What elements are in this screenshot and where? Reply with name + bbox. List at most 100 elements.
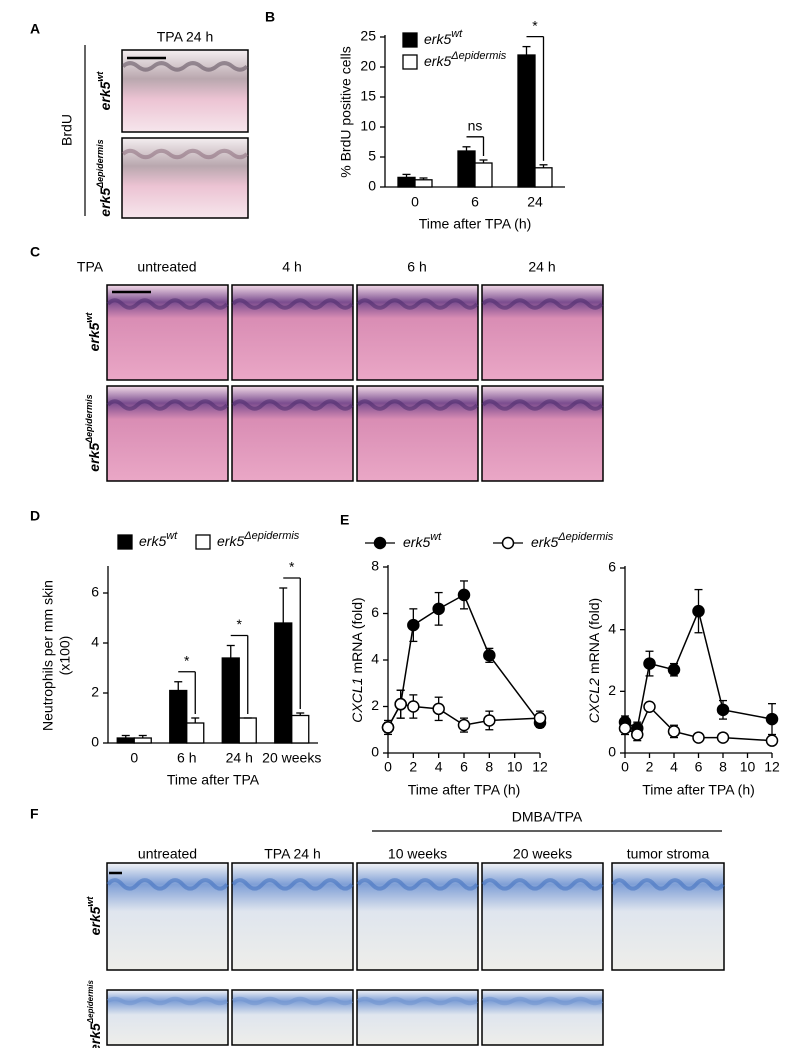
- point: [457, 718, 471, 732]
- tissue-layer: [356, 996, 479, 1006]
- x-tick-label: 0: [130, 750, 138, 766]
- y-tick-label: 15: [360, 88, 376, 104]
- micrograph: [106, 385, 229, 482]
- bar: [221, 657, 240, 744]
- point: [432, 602, 445, 616]
- micrograph: [356, 284, 479, 381]
- genotype-superscript: Δepidermis: [557, 531, 614, 543]
- genotype-name: erk5: [87, 906, 103, 935]
- bar: [534, 167, 553, 188]
- point: [381, 721, 395, 734]
- legend-swatch: [195, 534, 211, 550]
- genotype-label: erk5Δepidermis: [84, 394, 102, 471]
- genotype-label: erk5wt: [95, 71, 113, 111]
- y-tick-label: 6: [608, 559, 616, 575]
- genotype-superscript: wt: [166, 530, 178, 542]
- x-axis-label: Time after TPA (h): [642, 782, 755, 798]
- x-tick-label: 24: [527, 194, 543, 210]
- significance-label: *: [532, 17, 538, 33]
- stain-label: BrdU: [59, 114, 75, 146]
- column-header: 24 h: [528, 259, 555, 275]
- significance-label: *: [289, 559, 295, 575]
- tissue-layer: [121, 61, 249, 72]
- tissue-layer: [611, 878, 725, 891]
- genotype-superscript: Δepidermis: [86, 979, 95, 1024]
- genotype-name: erk5: [403, 534, 430, 550]
- genotype-superscript: wt: [430, 531, 442, 543]
- genotype-label: erk5Δepidermis: [424, 50, 507, 69]
- genotype-label: erk5Δepidermis: [531, 531, 614, 550]
- point: [716, 703, 730, 717]
- y-axis-label: % BrdU positive cells: [338, 46, 354, 178]
- panel-label: B: [265, 9, 275, 25]
- x-axis-label: Time after TPA (h): [408, 782, 521, 798]
- column-header: 4 h: [282, 259, 301, 275]
- bar: [291, 714, 310, 744]
- genotype-name: erk5: [424, 31, 451, 47]
- genotype-name: erk5: [97, 81, 113, 110]
- genotype-label: erk5wt: [139, 530, 178, 549]
- micrograph: [356, 385, 479, 482]
- genotype-name: erk5: [217, 533, 244, 549]
- tissue-layer: [106, 996, 229, 1006]
- micrograph: [231, 385, 354, 482]
- micrograph: [231, 862, 354, 971]
- tissue-layer: [356, 298, 479, 310]
- legend-swatch: [117, 534, 133, 550]
- genotype-superscript: wt: [84, 312, 94, 323]
- genotype-superscript: Δepidermis: [84, 394, 94, 444]
- micrograph: [481, 862, 604, 971]
- x-tick-label: 10: [740, 759, 756, 775]
- tissue-layer: [481, 996, 604, 1006]
- bar: [186, 722, 205, 744]
- point: [643, 657, 656, 670]
- y-tick-label: 6: [91, 584, 99, 600]
- bar: [414, 179, 433, 188]
- y-tick-label: 4: [371, 651, 379, 667]
- x-tick-label: 24 h: [226, 750, 253, 766]
- panel-label: E: [340, 512, 349, 528]
- panel-label: A: [30, 21, 40, 37]
- tissue-layer: [231, 878, 354, 891]
- y-tick-label: 0: [91, 734, 99, 750]
- x-tick-label: 0: [384, 759, 392, 775]
- legend-marker: [501, 536, 515, 550]
- micrograph: [106, 284, 229, 381]
- x-tick-label: 4: [670, 759, 678, 775]
- genotype-label: erk5wt: [424, 28, 463, 47]
- x-tick-label: 2: [409, 759, 417, 775]
- point: [407, 700, 420, 713]
- x-tick-label: 6: [460, 759, 468, 775]
- y-tick-label: 2: [608, 682, 616, 698]
- x-tick-label: 8: [485, 759, 493, 775]
- y-tick-label: 4: [608, 620, 616, 636]
- point: [631, 728, 644, 741]
- point: [716, 731, 730, 744]
- genotype-label: erk5Δepidermis: [217, 530, 300, 549]
- genotype-superscript: wt: [85, 896, 95, 907]
- point: [483, 649, 496, 662]
- column-header: untreated: [138, 846, 197, 862]
- column-header: tumor stroma: [627, 846, 710, 862]
- x-tick-label: 6: [695, 759, 703, 775]
- point: [483, 714, 496, 727]
- legend-swatch: [402, 32, 418, 48]
- bar: [238, 717, 257, 744]
- bar: [116, 737, 135, 744]
- y-tick-label: 0: [368, 178, 376, 194]
- y-tick-label: 0: [371, 744, 379, 760]
- y-tick-label: 4: [91, 634, 99, 650]
- point: [765, 712, 779, 726]
- column-header: untreated: [137, 259, 196, 275]
- x-axis-label: Time after TPA (h): [419, 216, 532, 232]
- genotype-label: erk5Δepidermis: [95, 139, 113, 216]
- tissue-layer: [481, 878, 604, 891]
- point: [765, 734, 779, 747]
- genotype-label: erk5wt: [403, 531, 442, 550]
- y-axis-label: Neutrophils per mm skin: [40, 580, 56, 731]
- genotype-superscript: Δepidermis: [243, 530, 300, 542]
- y-tick-label: 6: [371, 604, 379, 620]
- y-axis-label: CXCL2 mRNA (fold): [586, 598, 602, 723]
- bar: [133, 737, 152, 744]
